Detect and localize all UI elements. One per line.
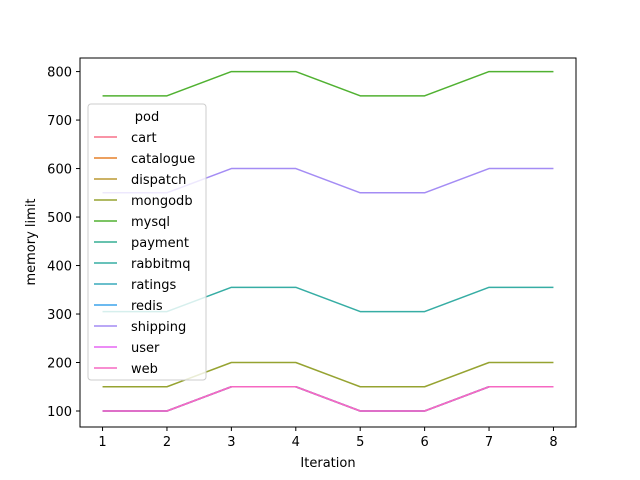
x-tick-label: 4 xyxy=(292,435,300,450)
y-tick-label: 800 xyxy=(47,66,72,81)
y-axis-label: memory limit xyxy=(24,198,39,285)
x-tick-label: 6 xyxy=(420,435,428,450)
legend-label: mysql xyxy=(131,215,170,230)
legend-item-payment: payment xyxy=(94,236,189,251)
legend-item-mongodb: mongodb xyxy=(94,194,193,209)
x-tick-label: 5 xyxy=(356,435,364,450)
legend-label: ratings xyxy=(131,278,177,293)
series-line-mysql xyxy=(102,70,554,97)
y-axis-ticks: 100 200 300 400 500 600 700 800 xyxy=(47,66,80,420)
legend-label: catalogue xyxy=(131,152,195,167)
legend-item-redis: redis xyxy=(94,299,163,314)
legend-label: mongodb xyxy=(131,194,193,209)
legend-label: rabbitmq xyxy=(131,257,190,272)
legend-box xyxy=(87,103,207,381)
x-tick-label: 8 xyxy=(549,435,557,450)
plot-frame xyxy=(79,57,577,428)
legend: pod cart catalogue dispatch mongodb mysql pay… xyxy=(87,103,207,381)
legend-item-catalogue: catalogue xyxy=(94,152,195,167)
legend-label: dispatch xyxy=(131,173,186,188)
y-tick-label: 100 xyxy=(47,405,72,420)
legend-item-shipping: shipping xyxy=(94,320,186,335)
x-tick-label: 1 xyxy=(98,435,106,450)
legend-label: redis xyxy=(131,299,163,314)
legend-title: pod xyxy=(135,110,159,125)
y-tick-label: 200 xyxy=(47,357,72,372)
legend-label: user xyxy=(131,341,160,356)
legend-item-cart: cart xyxy=(94,131,157,146)
x-axis-label: Iteration xyxy=(300,456,355,471)
y-tick-label: 400 xyxy=(47,260,72,275)
legend-label: shipping xyxy=(131,320,186,335)
legend-entries: cart catalogue dispatch mongodb mysql payment… xyxy=(94,131,195,377)
series-line-mongodb xyxy=(102,361,554,388)
legend-label: payment xyxy=(131,236,189,251)
x-axis-ticks: 1 2 3 4 5 6 7 8 xyxy=(98,427,558,450)
legend-label: cart xyxy=(131,131,157,146)
y-tick-label: 700 xyxy=(47,114,72,129)
legend-item-web: web xyxy=(94,362,158,377)
series-line-web xyxy=(102,386,554,412)
legend-item-ratings: ratings xyxy=(94,278,177,293)
y-tick-label: 500 xyxy=(47,211,72,226)
y-tick-label: 600 xyxy=(47,163,72,178)
x-tick-label: 2 xyxy=(163,435,171,450)
legend-item-rabbitmq: rabbitmq xyxy=(94,257,190,272)
legend-item-mysql: mysql xyxy=(94,215,170,230)
x-tick-label: 7 xyxy=(485,435,493,450)
legend-item-user: user xyxy=(94,341,160,356)
series-layer xyxy=(102,70,554,412)
x-tick-label: 3 xyxy=(227,435,235,450)
y-tick-label: 300 xyxy=(47,308,72,323)
legend-label: web xyxy=(131,362,158,377)
legend-item-dispatch: dispatch xyxy=(94,173,186,188)
